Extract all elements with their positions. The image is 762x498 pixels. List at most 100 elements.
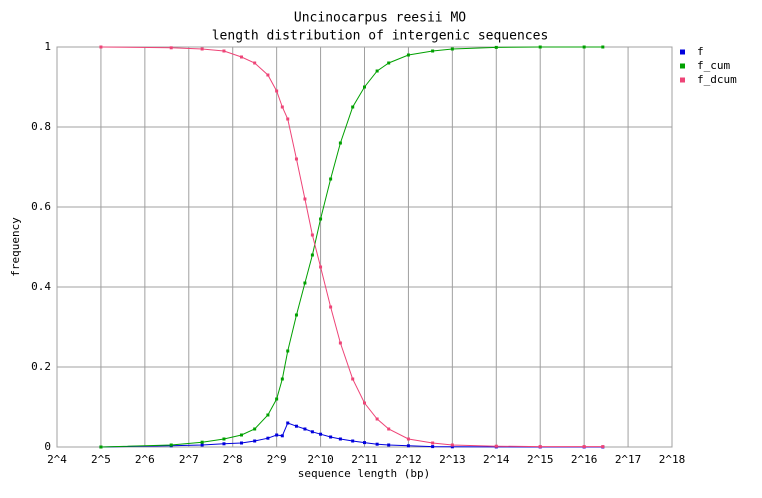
point — [239, 433, 243, 437]
x-tick-label: 2^15 — [527, 453, 554, 466]
point — [310, 253, 314, 257]
y-tick-label: 0 — [44, 440, 51, 453]
legend-marker — [680, 49, 685, 55]
point — [601, 445, 605, 449]
point — [286, 421, 290, 425]
point — [266, 73, 270, 77]
point — [338, 341, 342, 345]
x-tick-label: 2^4 — [47, 453, 67, 466]
point — [363, 85, 366, 89]
point — [239, 55, 243, 59]
y-tick-label: 0.4 — [31, 280, 51, 293]
point — [99, 45, 103, 49]
point — [329, 177, 333, 181]
x-tick-label: 2^14 — [483, 453, 510, 466]
point — [253, 427, 257, 431]
point — [329, 435, 333, 439]
point — [266, 413, 270, 417]
point — [582, 45, 586, 49]
point — [601, 45, 605, 49]
point — [280, 434, 284, 438]
point — [222, 442, 226, 446]
point — [253, 439, 257, 443]
point — [266, 436, 270, 440]
point — [286, 349, 290, 353]
point — [338, 437, 342, 441]
point — [275, 89, 279, 93]
point — [275, 397, 279, 401]
point — [222, 437, 226, 441]
point — [280, 105, 284, 109]
point — [351, 439, 355, 443]
x-tick-label: 2^8 — [223, 453, 243, 466]
point — [450, 47, 454, 51]
point — [319, 432, 323, 436]
point — [387, 443, 391, 447]
point — [99, 445, 103, 449]
x-tick-label: 2^7 — [179, 453, 199, 466]
x-tick-label: 2^16 — [571, 453, 598, 466]
point — [351, 377, 355, 381]
point — [363, 441, 366, 445]
x-tick-label: 2^17 — [615, 453, 642, 466]
point — [303, 197, 307, 201]
point — [431, 445, 435, 449]
x-tick-label: 2^13 — [439, 453, 466, 466]
point — [582, 445, 586, 449]
y-tick-label: 0.2 — [31, 360, 51, 373]
point — [294, 313, 298, 317]
point — [286, 117, 290, 121]
point — [319, 217, 323, 221]
point — [387, 61, 391, 65]
point — [294, 424, 298, 428]
point — [375, 417, 379, 421]
x-tick-label: 2^11 — [351, 453, 378, 466]
point — [406, 53, 410, 57]
x-tick-label: 2^6 — [135, 453, 155, 466]
point — [351, 105, 355, 109]
x-tick-label: 2^12 — [395, 453, 422, 466]
point — [303, 427, 307, 431]
point — [239, 441, 243, 445]
chart-title: Uncinocarpus reesii MO — [294, 11, 466, 26]
y-axis-label: frequency — [9, 217, 22, 277]
legend-label: f_cum — [697, 59, 730, 72]
point — [329, 305, 333, 309]
point — [253, 61, 257, 65]
point — [294, 157, 298, 161]
point — [375, 442, 379, 446]
legend-label: f_dcum — [697, 73, 737, 86]
y-tick-label: 1 — [44, 40, 51, 53]
point — [303, 281, 307, 285]
point — [363, 401, 366, 405]
point — [387, 427, 391, 431]
x-tick-label: 2^5 — [91, 453, 111, 466]
point — [310, 430, 314, 434]
x-tick-label: 2^10 — [307, 453, 334, 466]
point — [538, 445, 542, 449]
chart-subtitle: length distribution of intergenic sequen… — [212, 29, 549, 44]
point — [200, 440, 204, 444]
point — [431, 49, 435, 53]
legend-marker — [680, 63, 685, 69]
point — [169, 46, 173, 50]
point — [169, 443, 173, 447]
x-tick-label: 2^18 — [659, 453, 686, 466]
plot-border — [56, 46, 673, 448]
x-tick-label: 2^9 — [267, 453, 287, 466]
point — [338, 141, 342, 145]
point — [450, 443, 454, 447]
point — [200, 47, 204, 51]
point — [494, 45, 498, 49]
point — [494, 444, 498, 448]
y-tick-label: 0.6 — [31, 200, 51, 213]
point — [319, 265, 323, 269]
point — [222, 49, 226, 53]
point — [375, 69, 379, 73]
point — [275, 433, 279, 437]
point — [406, 437, 410, 441]
y-tick-label: 0.8 — [31, 120, 51, 133]
point — [450, 445, 454, 449]
